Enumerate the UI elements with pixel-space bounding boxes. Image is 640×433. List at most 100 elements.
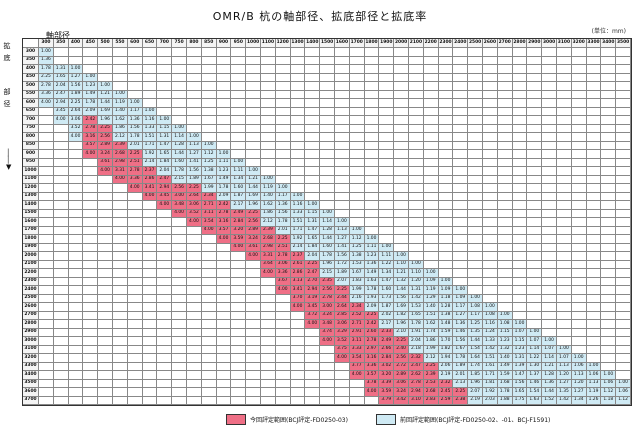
empty-cell	[246, 345, 261, 354]
empty-cell	[438, 218, 454, 227]
ratio-cell: 1.12	[201, 150, 217, 159]
ratio-cell: 2.39	[423, 371, 439, 380]
empty-cell	[379, 158, 395, 167]
empty-cell	[83, 396, 99, 405]
empty-cell	[586, 82, 602, 91]
empty-cell	[483, 209, 498, 218]
empty-cell	[453, 99, 469, 108]
empty-cell	[39, 379, 54, 388]
empty-cell	[586, 303, 602, 312]
empty-cell	[127, 243, 143, 252]
empty-cell	[423, 150, 439, 159]
empty-cell	[557, 286, 572, 295]
empty-cell	[187, 260, 202, 269]
empty-cell	[98, 328, 113, 337]
empty-cell	[290, 362, 306, 371]
empty-cell	[320, 82, 335, 91]
empty-cell	[305, 167, 321, 176]
empty-cell	[320, 345, 335, 354]
empty-cell	[113, 320, 128, 329]
ratio-cell: 1.70	[438, 337, 454, 346]
empty-cell	[438, 201, 454, 210]
empty-cell	[231, 150, 247, 159]
empty-cell	[231, 388, 247, 397]
empty-cell	[98, 184, 113, 193]
ratio-cell: 2.13	[453, 379, 469, 388]
empty-cell	[290, 396, 306, 405]
empty-cell	[409, 48, 424, 57]
empty-cell	[409, 158, 424, 167]
empty-cell	[438, 184, 454, 193]
ratio-cell: 3.57	[364, 371, 380, 380]
ratio-cell: 2.25	[98, 124, 113, 133]
ratio-cell: 2.34	[349, 303, 365, 312]
empty-cell	[453, 141, 469, 150]
empty-cell	[320, 90, 335, 99]
ratio-cell: 1.47	[157, 141, 173, 150]
empty-cell	[409, 218, 424, 227]
empty-cell	[320, 124, 335, 133]
ratio-cell: 2.01	[453, 371, 469, 380]
empty-cell	[601, 345, 617, 354]
ratio-cell: 2.78	[320, 294, 335, 303]
empty-cell	[142, 235, 158, 244]
ratio-cell: 1.32	[497, 345, 513, 354]
empty-cell	[142, 362, 158, 371]
ratio-cell: 1.22	[379, 260, 395, 269]
empty-cell	[275, 320, 291, 329]
ratio-cell: 1.67	[349, 269, 365, 278]
empty-cell	[53, 388, 69, 397]
ratio-cell: 2.64	[335, 303, 350, 312]
empty-cell	[601, 294, 617, 303]
empty-cell	[468, 226, 483, 235]
empty-cell	[542, 294, 557, 303]
empty-cell	[142, 226, 158, 235]
empty-cell	[364, 56, 380, 65]
empty-cell	[512, 116, 528, 125]
ratio-cell: 3.74	[320, 328, 335, 337]
empty-cell	[586, 107, 602, 116]
ratio-cell: 1.65	[53, 73, 69, 82]
empty-cell	[616, 184, 631, 193]
ratio-cell: 2.68	[423, 388, 439, 397]
empty-cell	[557, 328, 572, 337]
ratio-cell: 2.25	[305, 260, 321, 269]
ratio-cell: 2.89	[394, 371, 409, 380]
empty-cell	[571, 116, 587, 125]
ratio-cell: 1.15	[497, 328, 513, 337]
empty-cell	[335, 124, 350, 133]
empty-cell	[231, 337, 247, 346]
ratio-cell: 2.09	[364, 303, 380, 312]
empty-cell	[275, 371, 291, 380]
empty-cell	[201, 243, 217, 252]
empty-cell	[172, 73, 187, 82]
ratio-cell: 1.84	[305, 243, 321, 252]
ratio-cell: 1.99	[349, 286, 365, 295]
ratio-cell: 1.42	[409, 294, 424, 303]
row-header: 3100	[23, 345, 39, 354]
empty-cell	[586, 235, 602, 244]
ratio-cell: 2.19	[468, 396, 483, 405]
ratio-cell: 1.78	[409, 320, 424, 329]
empty-cell	[527, 167, 543, 176]
ratio-cell: 3.52	[187, 209, 202, 218]
ratio-cell: 1.14	[320, 218, 335, 227]
ratio-cell: 2.39	[113, 141, 128, 150]
row-header: 600	[23, 99, 39, 108]
empty-cell	[305, 116, 321, 125]
ratio-cell: 1.18	[601, 396, 617, 405]
empty-cell	[497, 209, 513, 218]
empty-cell	[127, 90, 143, 99]
empty-cell	[453, 73, 469, 82]
ratio-cell: 2.68	[261, 235, 276, 244]
ratio-cell: 1.36	[453, 320, 469, 329]
empty-cell	[423, 243, 439, 252]
empty-cell	[364, 73, 380, 82]
empty-cell	[246, 56, 261, 65]
empty-cell	[571, 286, 587, 295]
empty-cell	[275, 303, 291, 312]
empty-cell	[53, 124, 69, 133]
ratio-cell: 2.47	[157, 175, 173, 184]
empty-cell	[98, 201, 113, 210]
empty-cell	[586, 328, 602, 337]
